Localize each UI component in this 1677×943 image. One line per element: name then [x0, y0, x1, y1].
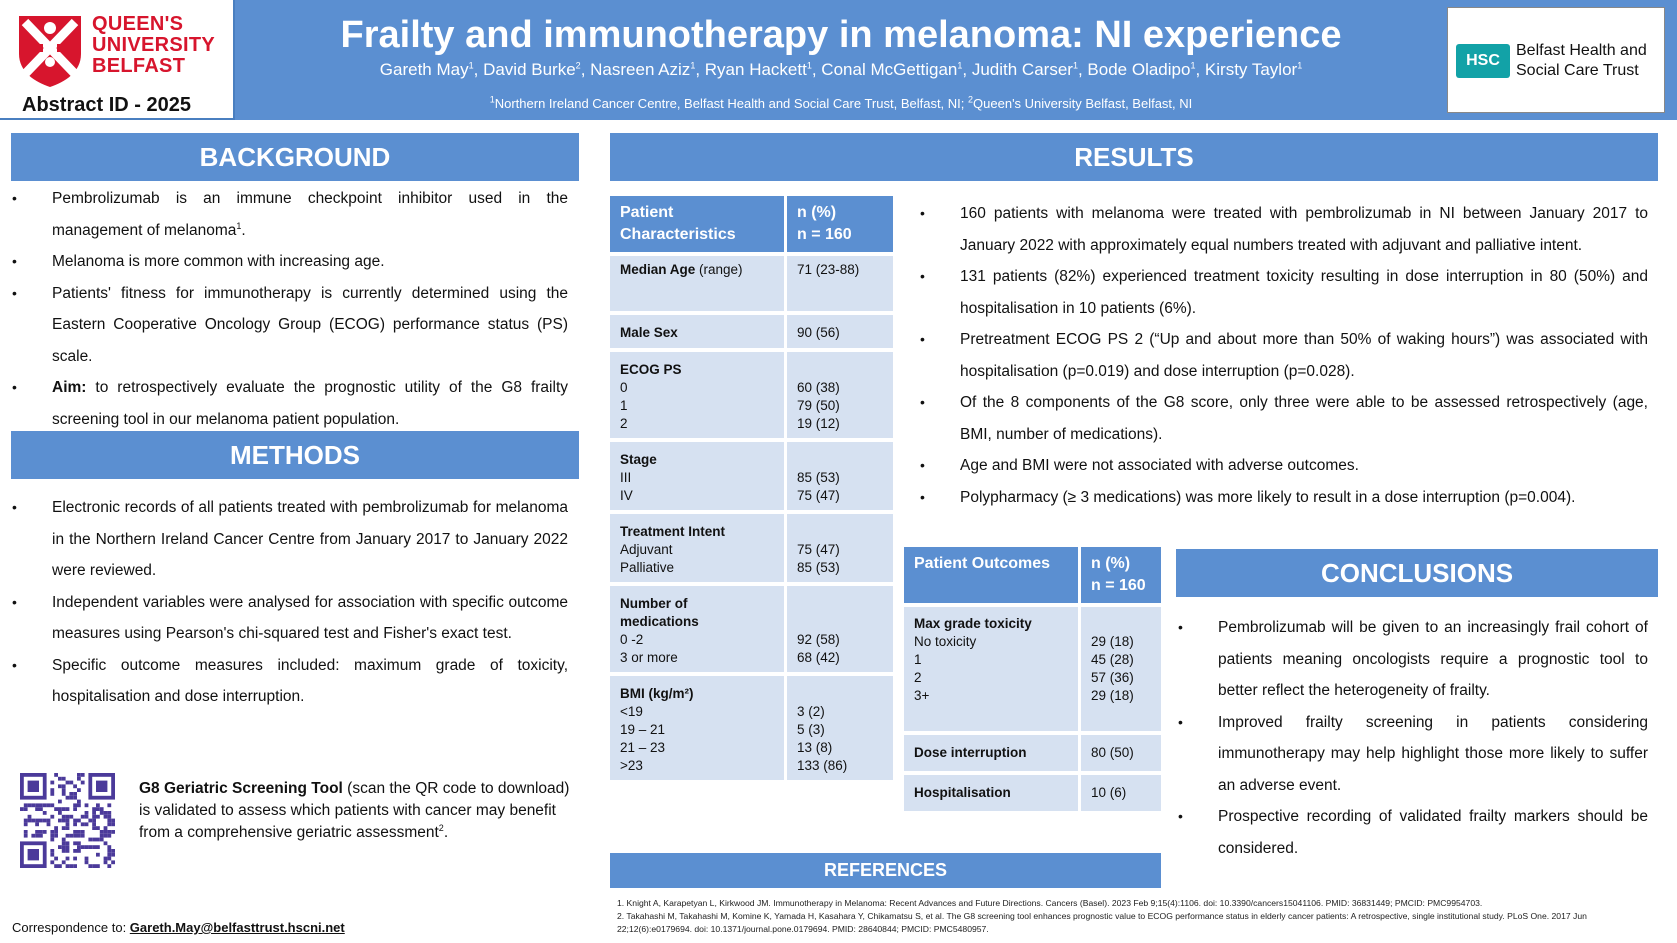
references-heading: REFERENCES	[610, 853, 1161, 888]
table-cell: 60 (38) 79 (50) 19 (12)	[787, 352, 896, 442]
conclusions-item: Improved frailty screening in patients c…	[1176, 707, 1648, 802]
background-item: Melanoma is more common with increasing …	[10, 246, 568, 278]
table-row: Max grade toxicity No toxicity 1 2 3+ 29 (18…	[904, 607, 1164, 735]
results-item: Polypharmacy (≥ 3 medications) was more …	[918, 482, 1648, 514]
table-row: Stage III IV 85 (53) 75 (47)	[610, 442, 896, 514]
abstract-id: Abstract ID - 2025	[22, 94, 191, 116]
table-row: Dose interruption 80 (50)	[904, 735, 1164, 775]
reference-item: 2. Takahashi M, Takahashi M, Komine K, Y…	[617, 911, 1587, 934]
correspondence-email-link[interactable]: Gareth.May@belfasttrust.hscni.net	[129, 920, 345, 935]
table-row: Number of medications 0 -2 3 or more 92 (58…	[610, 586, 896, 676]
affiliations: 1Northern Ireland Cancer Centre, Belfast…	[489, 94, 1193, 111]
table-cell: 85 (53) 75 (47)	[787, 442, 896, 514]
background-item: Pembrolizumab is an immune checkpoint in…	[10, 183, 568, 246]
background-item: Patients' fitness for immunotherapy is c…	[10, 278, 568, 373]
table-cell: ECOG PS 0 1 2	[610, 352, 787, 442]
background-item: Aim: to retrospectively evaluate the pro…	[10, 372, 568, 435]
conclusions-list: Pembrolizumab will be given to an increa…	[1176, 612, 1648, 864]
hsc-logo-icon: HSC	[1456, 44, 1510, 78]
results-item: 160 patients with melanoma were treated …	[918, 198, 1648, 261]
hsc-logo-panel: HSC Belfast Health and Social Care Trust	[1447, 7, 1665, 113]
table-header-cell: Patient Outcomes	[904, 547, 1081, 607]
author-name: Kirsty Taylor	[1204, 60, 1298, 79]
table-row: ECOG PS 0 1 2 60 (38) 79 (50) 19 (12)	[610, 352, 896, 442]
table-row: Treatment Intent Adjuvant Palliative 75 (4…	[610, 514, 896, 586]
table-row: Hospitalisation 10 (6)	[904, 775, 1164, 815]
reference-item: 1. Knight A, Karapetyan L, Kirkwood JM. …	[617, 898, 1483, 908]
background-heading: BACKGROUND	[11, 133, 579, 181]
qub-wordmark: QUEEN'S UNIVERSITY BELFAST	[92, 13, 216, 77]
table-row: Median Age (range) 71 (23-88)	[610, 256, 896, 315]
table-cell: 71 (23-88)	[787, 256, 896, 315]
table-header-row: Patient Outcomes n (%) n = 160	[904, 547, 1164, 607]
table-cell: 3 (2) 5 (3) 13 (8) 133 (86)	[787, 676, 896, 784]
methods-item: Electronic records of all patients treat…	[10, 492, 568, 587]
table-cell: Dose interruption	[904, 735, 1081, 775]
methods-list: Electronic records of all patients treat…	[10, 492, 568, 713]
table-header-row: Patient Characteristics n (%) n = 160	[610, 196, 896, 256]
table-cell: Max grade toxicity No toxicity 1 2 3+	[904, 607, 1081, 735]
methods-item: Independent variables were analysed for …	[10, 587, 568, 650]
conclusions-item: Prospective recording of validated frail…	[1176, 801, 1648, 864]
table-cell: Median Age (range)	[610, 256, 787, 315]
author-name: David Burke	[483, 60, 576, 79]
author-list: Gareth May1, David Burke2, Nasreen Aziz1…	[379, 60, 1303, 79]
results-item: Age and BMI were not associated with adv…	[918, 450, 1648, 482]
table-cell: BMI (kg/m²) <19 19 – 21 21 – 23 >23	[610, 676, 787, 784]
author-name: Conal McGettigan	[821, 60, 958, 79]
author-name: Nasreen Aziz	[590, 60, 691, 79]
table-cell: 10 (6)	[1081, 775, 1164, 815]
table-cell: 92 (58) 68 (42)	[787, 586, 896, 676]
table-header-cell: Patient Characteristics	[610, 196, 787, 256]
results-item: Of the 8 components of the G8 score, onl…	[918, 387, 1648, 450]
methods-heading: METHODS	[11, 431, 579, 479]
table-row: BMI (kg/m²) <19 19 – 21 21 – 23 >23 3 (2) 5 (…	[610, 676, 896, 784]
results-list: 160 patients with melanoma were treated …	[918, 198, 1648, 513]
table-header-cell: n (%) n = 160	[1081, 547, 1164, 607]
table-row: Male Sex 90 (56)	[610, 315, 896, 352]
qr-code-icon[interactable]	[20, 773, 115, 868]
author-name: Ryan Hackett	[704, 60, 807, 79]
table-cell: 75 (47) 85 (53)	[787, 514, 896, 586]
poster-header: QUEEN'S UNIVERSITY BELFAST Abstract ID -…	[0, 0, 1677, 120]
table-cell: 90 (56)	[787, 315, 896, 352]
table-cell: Male Sex	[610, 315, 787, 352]
author-name: Judith Carser	[971, 60, 1073, 79]
table-cell: 29 (18) 45 (28) 57 (36) 29 (18)	[1081, 607, 1164, 735]
table-cell: Treatment Intent Adjuvant Palliative	[610, 514, 787, 586]
correspondence: Correspondence to: Gareth.May@belfasttru…	[12, 920, 345, 935]
g8-tool-description: G8 Geriatric Screening Tool (scan the QR…	[139, 780, 570, 841]
table-cell: Number of medications 0 -2 3 or more	[610, 586, 787, 676]
author-name: Gareth May	[379, 60, 469, 79]
patient-outcomes-table: Patient Outcomes n (%) n = 160 Max grade …	[904, 547, 1164, 815]
qub-crest-icon	[19, 16, 81, 87]
results-item: 131 patients (82%) experienced treatment…	[918, 261, 1648, 324]
results-heading: RESULTS	[610, 133, 1658, 181]
results-item: Pretreatment ECOG PS 2 (“Up and about mo…	[918, 324, 1648, 387]
table-cell: Stage III IV	[610, 442, 787, 514]
conclusions-heading: CONCLUSIONS	[1176, 549, 1658, 597]
patient-characteristics-table: Patient Characteristics n (%) n = 160 Medi…	[610, 196, 896, 784]
poster-title: Frailty and immunotherapy in melanoma: N…	[340, 14, 1342, 56]
hsc-trust-name: Belfast Health and Social Care Trust	[1516, 42, 1647, 79]
references-list: 1. Knight A, Karapetyan L, Kirkwood JM. …	[617, 897, 1647, 936]
background-list: Pembrolizumab is an immune checkpoint in…	[10, 183, 568, 435]
qub-logo-panel: QUEEN'S UNIVERSITY BELFAST Abstract ID -…	[0, 0, 235, 120]
table-cell: 80 (50)	[1081, 735, 1164, 775]
table-header-cell: n (%) n = 160	[787, 196, 896, 256]
conclusions-item: Pembrolizumab will be given to an increa…	[1176, 612, 1648, 707]
methods-item: Specific outcome measures included: maxi…	[10, 650, 568, 713]
author-name: Bode Oladipo	[1087, 60, 1191, 79]
table-cell: Hospitalisation	[904, 775, 1081, 815]
